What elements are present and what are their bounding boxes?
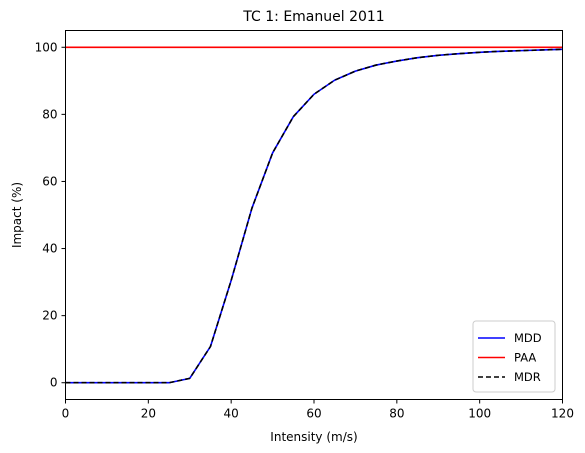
y-tick-label: 80 <box>42 107 57 121</box>
y-tick-label: 0 <box>50 376 58 390</box>
x-tick-label: 40 <box>224 407 239 421</box>
x-axis-label: Intensity (m/s) <box>270 430 357 444</box>
chart-title: TC 1: Emanuel 2011 <box>242 9 384 25</box>
x-tick-label: 60 <box>306 407 321 421</box>
y-tick-label: 60 <box>42 174 57 188</box>
legend-label-mdr: MDR <box>514 370 541 384</box>
legend-label-mdd: MDD <box>514 331 542 345</box>
x-tick-label: 100 <box>468 407 491 421</box>
series-layer <box>65 46 563 384</box>
y-axis-label: Impact (%) <box>10 182 24 248</box>
x-tick-label: 120 <box>551 407 574 421</box>
y-tick-label: 20 <box>42 309 57 323</box>
y-axis: 0 20 40 60 80 100 <box>35 40 66 390</box>
y-tick-label: 40 <box>42 242 57 256</box>
legend: MDD PAA MDR <box>472 320 556 393</box>
x-tick-label: 20 <box>141 407 156 421</box>
x-tick-label: 0 <box>62 407 70 421</box>
x-axis: 0 20 40 60 80 100 120 <box>62 399 574 421</box>
x-tick-label: 80 <box>389 407 404 421</box>
series-line-mdr <box>65 48 563 384</box>
y-tick-label: 100 <box>35 40 58 54</box>
legend-label-paa: PAA <box>514 351 536 365</box>
